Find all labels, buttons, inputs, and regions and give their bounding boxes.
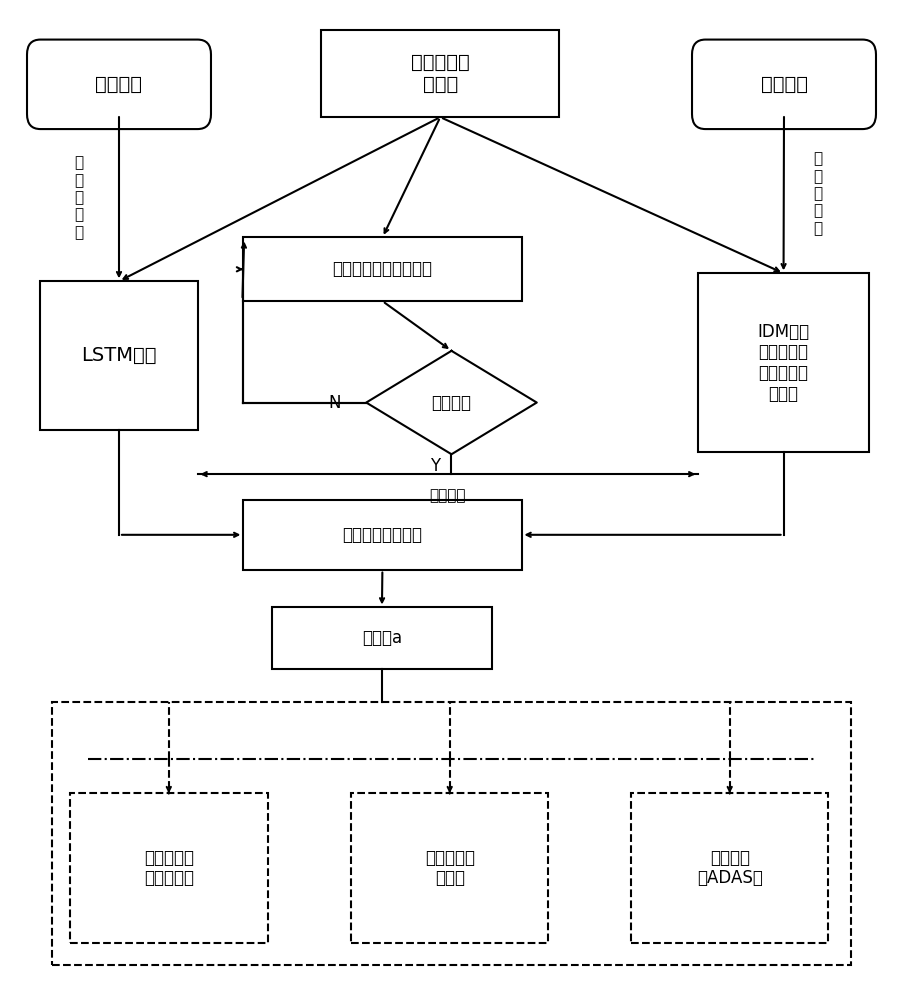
Text: 在线调整: 在线调整 <box>429 489 465 504</box>
Text: 辅助驾驶
（ADAS）: 辅助驾驶 （ADAS） <box>696 849 762 887</box>
Text: IDM模型
（根据车速
标定参数分
三组）: IDM模型 （根据车速 标定参数分 三组） <box>757 323 809 403</box>
Bar <box>630 793 827 943</box>
Text: 大于阈值: 大于阈值 <box>431 394 471 412</box>
Text: 历史数据: 历史数据 <box>759 75 806 94</box>
Text: LSTM网络: LSTM网络 <box>81 346 157 365</box>
Text: 历史数据: 历史数据 <box>96 75 143 94</box>
Text: 初
始
化
标
定: 初 始 化 标 定 <box>813 151 822 236</box>
Bar <box>243 500 521 570</box>
Bar <box>70 793 267 943</box>
Text: 自适应卡尔曼融合: 自适应卡尔曼融合 <box>342 526 422 544</box>
Text: 无人驾驶跟
车控制: 无人驾驶跟 车控制 <box>424 849 474 887</box>
Bar <box>272 607 492 669</box>
Text: N: N <box>328 394 341 412</box>
FancyBboxPatch shape <box>691 40 875 129</box>
FancyBboxPatch shape <box>27 40 211 129</box>
Bar <box>243 237 521 301</box>
Bar <box>351 793 548 943</box>
Text: 数据采样、同步、储存: 数据采样、同步、储存 <box>332 260 432 278</box>
Text: Y: Y <box>430 457 440 475</box>
Text: 舒适度评价
经济性评价: 舒适度评价 经济性评价 <box>143 849 194 887</box>
Text: 加速度a: 加速度a <box>362 629 401 647</box>
Bar <box>321 30 558 117</box>
Bar <box>52 702 850 965</box>
Bar <box>697 273 868 452</box>
Bar <box>41 281 198 430</box>
Text: 网
络
初
始
化: 网 络 初 始 化 <box>74 155 83 240</box>
Text: 在线实时数
据采集: 在线实时数 据采集 <box>410 53 469 94</box>
